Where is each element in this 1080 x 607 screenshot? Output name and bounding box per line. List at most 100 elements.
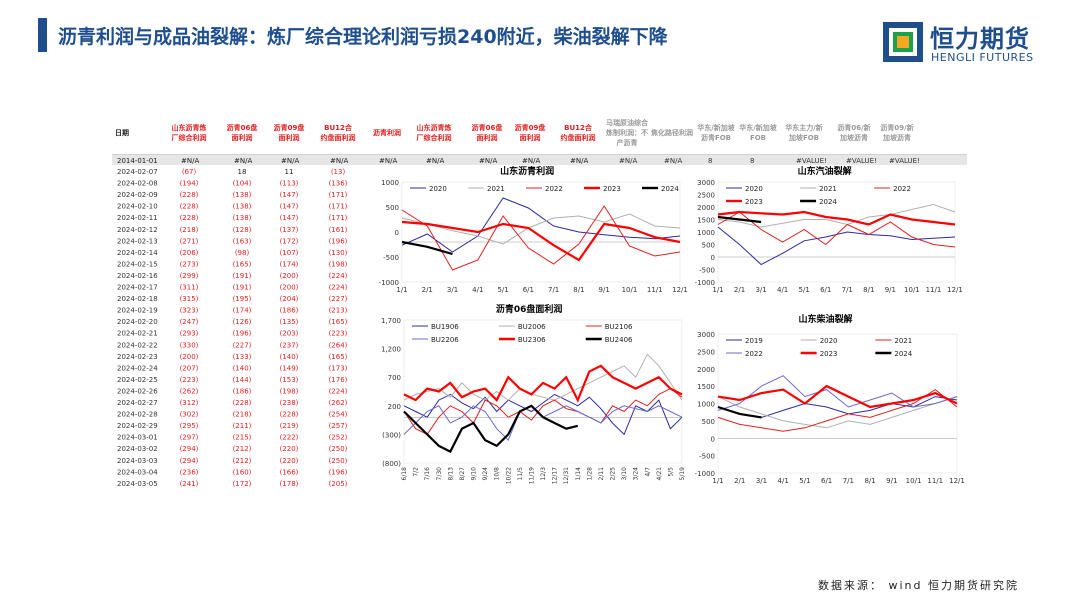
table-cell: 2024-03-02: [117, 445, 158, 453]
x-tick-label: 11/19: [528, 467, 535, 484]
x-tick-label: 6/1: [523, 286, 534, 294]
table-cell: (247): [180, 318, 199, 326]
table-cell: 2024-02-29: [117, 422, 158, 430]
table-cell: (228): [280, 411, 299, 419]
table-row: 2024-02-08 (194) (104) (113) (136): [117, 180, 348, 188]
table-cell: (67): [182, 168, 197, 176]
table-firstrow-bg: [112, 155, 967, 165]
legend-label: BU2006: [518, 323, 546, 331]
table-cell: (207): [180, 364, 199, 372]
table-row: 2024-02-24 (207) (140) (149) (173): [117, 364, 348, 372]
table-header-text: 沥青FOB: [701, 133, 731, 142]
table-header-text: 面利润: [477, 133, 498, 142]
legend-label: 2021: [819, 185, 837, 193]
legend-label: 2022: [893, 185, 911, 193]
x-tick-label: 10/22: [505, 467, 512, 484]
table-cell: 2024-02-20: [117, 318, 158, 326]
table-cell: (237): [280, 341, 299, 349]
table-cell: (13): [331, 168, 346, 176]
series-line: [717, 211, 956, 248]
table-cell: (149): [280, 364, 299, 372]
x-tick-label: 3/1: [755, 286, 766, 294]
legend-label: 2023: [745, 198, 763, 206]
page-title: 沥青利润与成品油裂解：炼厂综合理论利润亏损240附近，柴油裂解下降: [58, 26, 668, 48]
y-tick-label: 2500: [697, 348, 715, 356]
table-cell: 2024-03-01: [117, 434, 158, 442]
x-tick-label: 12/3: [540, 467, 547, 481]
table-cell: (138): [233, 203, 252, 211]
table-cell: 2024-02-17: [117, 284, 158, 292]
series-line: [401, 240, 453, 256]
table-header-text: 焦化路径利润: [650, 128, 693, 137]
table-cell: (172): [233, 480, 252, 488]
table-cell: (220): [280, 445, 299, 453]
table-cell: (262): [180, 387, 199, 395]
x-tick-label: 9/1: [886, 477, 897, 485]
legend-label: 2024: [894, 350, 912, 358]
legend-label: 2022: [745, 350, 763, 358]
table-cell: 2024-03-05: [117, 480, 158, 488]
table-first-row-cell: 2014-01-01: [117, 157, 158, 165]
brand-name-en: HENGLI FUTURES: [931, 51, 1034, 64]
table-cell: 2024-02-28: [117, 411, 158, 419]
table-cell: 2024-02-23: [117, 353, 158, 361]
table-row: 2024-02-17 (311) (191) (200) (224): [117, 284, 348, 292]
x-tick-label: 6/18: [401, 467, 408, 481]
x-tick-label: 10/8: [494, 467, 501, 481]
x-tick-label: 11/5: [517, 467, 524, 481]
series-line: [401, 220, 681, 262]
table-cell: (205): [329, 480, 348, 488]
x-tick-label: 7/1: [843, 477, 854, 485]
table-first-row-cell: #VALUE!: [846, 157, 877, 165]
legend-label: BU1906: [431, 323, 459, 331]
table-cell: 2024-02-13: [117, 237, 158, 245]
table-header-cell: 日期: [115, 128, 129, 137]
series-line: [717, 210, 956, 226]
table-header-text: 厂综合利润: [172, 133, 207, 142]
chart-title: 山东沥青利润: [500, 165, 554, 177]
table-cell: (211): [233, 422, 252, 430]
y-tick-label: 500: [386, 204, 399, 212]
table-cell: (113): [280, 180, 299, 188]
table-cell: (137): [280, 226, 299, 234]
x-tick-label: 2/1: [734, 477, 745, 485]
x-tick-label: 12/31: [563, 467, 570, 484]
table-header-text: 沥青09盘: [274, 123, 305, 132]
x-tick-label: 7/30: [436, 467, 443, 481]
x-tick-label: 4/7: [644, 467, 651, 477]
table-cell: (241): [180, 480, 199, 488]
table-row: 2024-02-28 (302) (218) (228) (254): [117, 411, 348, 419]
table-cell: 2024-02-14: [117, 249, 158, 257]
table-header-bg: [112, 108, 967, 154]
y-tick-label: 700: [388, 374, 401, 382]
table-cell: 2024-02-21: [117, 330, 158, 338]
table-cell: (126): [233, 318, 252, 326]
legend-label: 2020: [429, 185, 447, 193]
x-tick-label: 12/1: [949, 477, 965, 485]
table-header-text: 沥青06盘: [227, 123, 258, 132]
table-cell: (135): [280, 318, 299, 326]
y-tick-label: 0: [395, 229, 399, 237]
table-row: 2024-02-26 (262) (186) (198) (224): [117, 387, 348, 395]
table-cell: (252): [329, 434, 348, 442]
table-header-text: 华东主力/新: [785, 123, 823, 132]
table-cell: (200): [280, 272, 299, 280]
table-cell: (196): [329, 237, 348, 245]
table-row: 2024-02-22 (330) (227) (237) (264): [117, 341, 348, 349]
table-cell: (218): [233, 411, 252, 419]
table-first-row-cell: #N/A: [522, 157, 540, 165]
table-first-row-cell: #N/A: [330, 157, 348, 165]
series-line: [403, 353, 683, 401]
y-tick-label: -500: [383, 254, 399, 262]
table-cell: (191): [233, 284, 252, 292]
table-header-text: 山东沥青炼: [417, 123, 452, 132]
chart-legend: 2019 2020 2021 2022 2023 2024: [726, 337, 913, 358]
y-tick-label: 1,700: [381, 317, 401, 325]
table-header-text: BU12合: [564, 123, 593, 132]
y-tick-label: 1500: [697, 217, 715, 225]
